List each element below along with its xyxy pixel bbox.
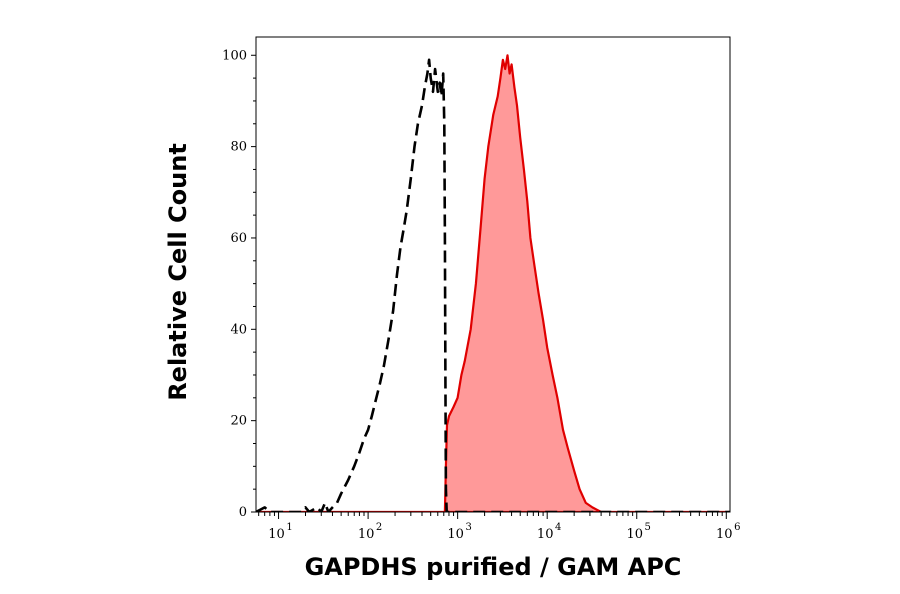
x-tick-exponent: 2	[376, 522, 382, 533]
y-tick-label: 80	[230, 140, 247, 155]
plot-layer	[256, 54, 730, 512]
y-tick-label: 60	[230, 231, 247, 246]
x-tick-exponent: 4	[555, 522, 561, 533]
x-tick-label: 10	[626, 527, 643, 542]
y-tick-label: 40	[230, 322, 247, 337]
x-tick-label: 10	[358, 527, 375, 542]
x-tick-label: 10	[537, 527, 554, 542]
x-tick-label: 10	[716, 527, 733, 542]
x-tick-exponent: 6	[734, 522, 740, 533]
histogram-series-filled	[256, 54, 730, 512]
plot-frame	[255, 36, 731, 513]
x-tick-exponent: 3	[465, 522, 471, 533]
x-tick-label: 10	[268, 527, 285, 542]
x-axis-title: GAPDHS purified / GAM APC	[305, 553, 682, 581]
y-tick-label: 100	[222, 48, 247, 63]
y-tick-label: 20	[230, 414, 247, 429]
y-tick-label: 0	[239, 505, 247, 520]
y-axis-title: Relative Cell Count	[164, 143, 192, 401]
x-tick-label: 10	[447, 527, 464, 542]
x-tick-exponent: 1	[286, 522, 292, 533]
x-tick-exponent: 5	[645, 522, 651, 533]
histogram-series-dashed	[256, 58, 730, 512]
